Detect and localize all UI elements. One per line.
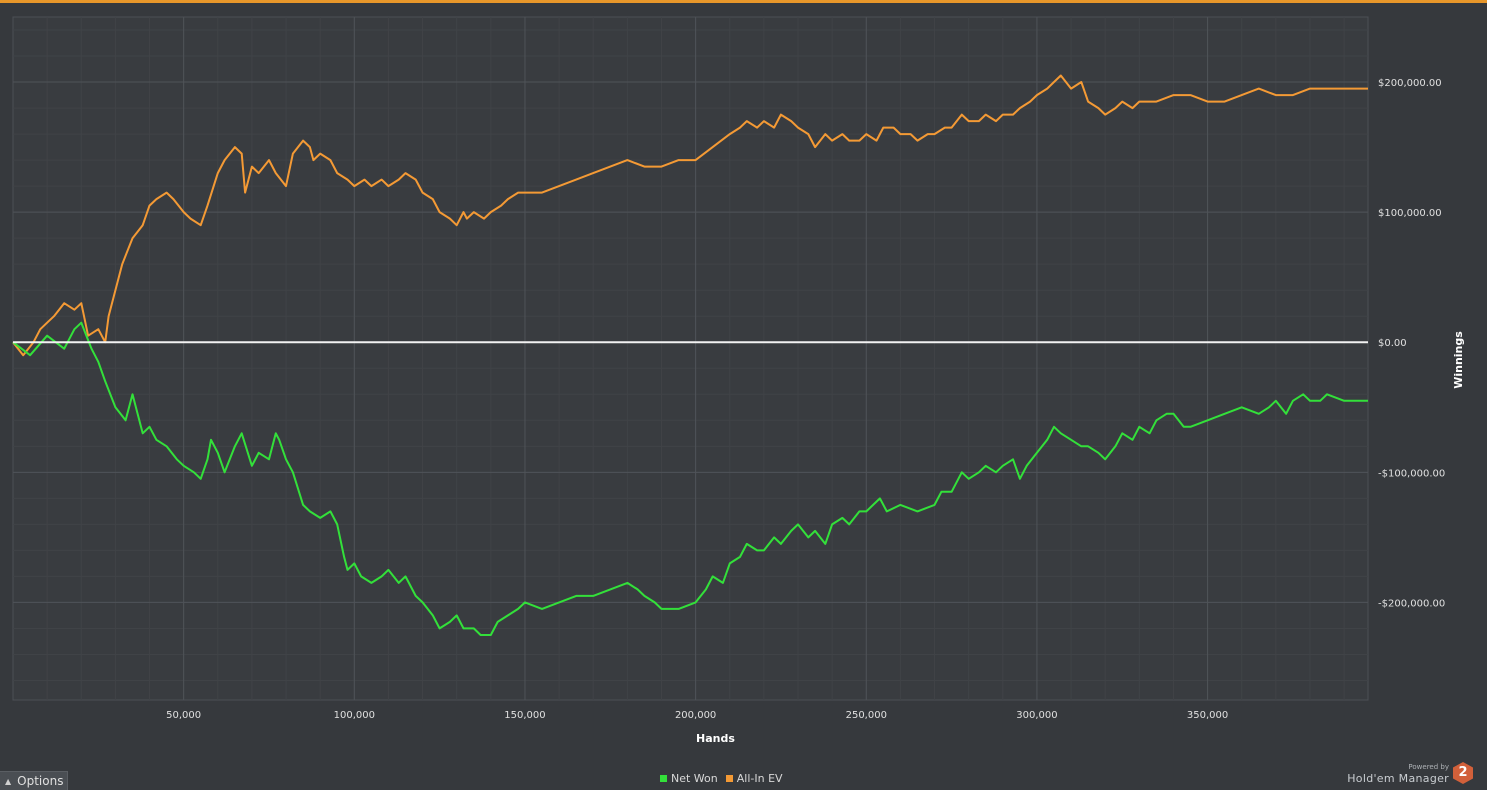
x-tick-label: 150,000 <box>504 710 545 721</box>
x-axis-title: Hands <box>696 732 735 745</box>
legend-swatch-all-in-ev <box>725 775 733 782</box>
y-tick-label: -$200,000.00 <box>1378 598 1445 609</box>
caret-up-icon: ▲ <box>5 776 12 786</box>
legend-label-all-in-ev: All-In EV <box>736 772 783 785</box>
y-tick-label: $100,000.00 <box>1378 208 1442 219</box>
x-tick-label: 50,000 <box>166 710 201 721</box>
brand-badge-number: 2 <box>1458 765 1468 780</box>
powered-by-brand: Powered by Hold'em Manager 2 <box>1347 762 1473 784</box>
y-tick-label: $0.00 <box>1378 338 1407 349</box>
brand-name: Hold'em Manager <box>1347 772 1449 785</box>
legend-item-net-won[interactable]: Net Won <box>660 772 718 785</box>
x-tick-label: 250,000 <box>846 710 887 721</box>
plot-area <box>12 16 1369 701</box>
y-axis-title: Winnings <box>1452 331 1465 389</box>
legend-swatch-net-won <box>660 775 667 782</box>
x-tick-label: 200,000 <box>675 710 716 721</box>
chart-legend: Net Won All-In EV <box>660 772 783 785</box>
top-accent-bar <box>0 0 1487 3</box>
brand-logo-icon: 2 <box>1453 762 1473 784</box>
x-tick-label: 100,000 <box>334 710 375 721</box>
x-tick-label: 300,000 <box>1016 710 1057 721</box>
net-won-line <box>12 321 1368 636</box>
y-tick-label: -$100,000.00 <box>1378 468 1445 479</box>
options-button[interactable]: ▲ Options <box>0 771 68 790</box>
legend-label-net-won: Net Won <box>671 772 718 785</box>
x-tick-label: 350,000 <box>1187 710 1228 721</box>
legend-item-all-in-ev[interactable]: All-In EV <box>725 772 783 785</box>
options-label: Options <box>17 774 64 788</box>
all-in-ev-line <box>12 74 1368 357</box>
y-tick-label: $200,000.00 <box>1378 78 1442 89</box>
powered-by-text: Powered by <box>1408 763 1449 771</box>
